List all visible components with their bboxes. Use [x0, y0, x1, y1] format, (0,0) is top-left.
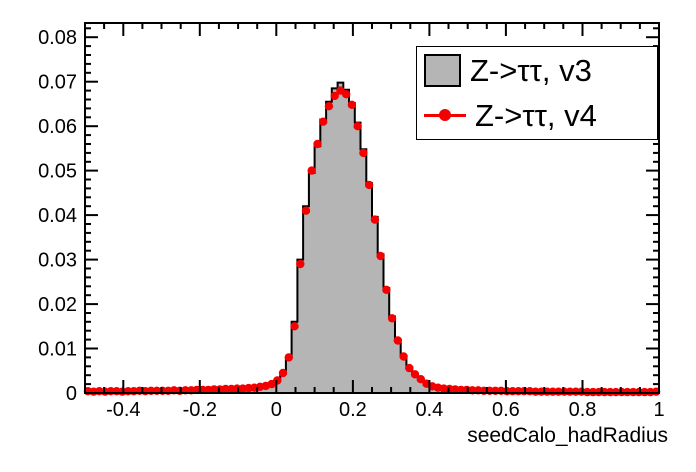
legend-item-v4: Z->ττ, v4: [424, 94, 657, 136]
v3-histogram-fill: [85, 82, 659, 393]
y-tick-label: 0.07: [38, 72, 77, 94]
y-tick-label: 0.04: [38, 205, 77, 227]
v4-marker-dot-icon: [439, 109, 451, 122]
y-tick-label: 0.08: [38, 27, 77, 49]
x-tick-label: 0.6: [492, 399, 520, 421]
x-tick-label: 0.4: [415, 399, 443, 421]
x-tick-label: -0.4: [106, 399, 140, 421]
axis-labels: -0.4 -0.2 0 0.2 0.4 0.6 0.8 1 0 0.01 0.02 0.03 0.04 0…: [38, 27, 668, 447]
y-tick-label: 0.03: [38, 250, 77, 272]
y-tick-label: 0: [66, 383, 77, 405]
y-tick-label: 0.02: [38, 294, 77, 316]
y-tick-label: 0.01: [38, 339, 77, 361]
v3-fill-swatch-icon: [424, 54, 461, 88]
x-tick-label: 0.8: [569, 399, 597, 421]
legend-label-v3: Z->ττ, v3: [470, 53, 592, 89]
axis-ticks: [85, 23, 660, 394]
legend-item-v3: Z->ττ, v3: [424, 50, 657, 92]
y-tick-label: 0.05: [38, 161, 77, 183]
legend-label-v4: Z->ττ, v4: [475, 97, 597, 133]
x-tick-label: 0.2: [339, 399, 367, 421]
legend: Z->ττ, v3 Z->ττ, v4: [416, 46, 658, 140]
v4-line-marker-swatch-icon: [424, 109, 466, 122]
x-tick-label: 0: [271, 399, 282, 421]
y-tick-label: 0.06: [38, 116, 77, 138]
x-tick-label: 1: [653, 399, 664, 421]
x-tick-label: -0.2: [183, 399, 217, 421]
x-axis-title: seedCalo_hadRadius: [467, 424, 668, 447]
